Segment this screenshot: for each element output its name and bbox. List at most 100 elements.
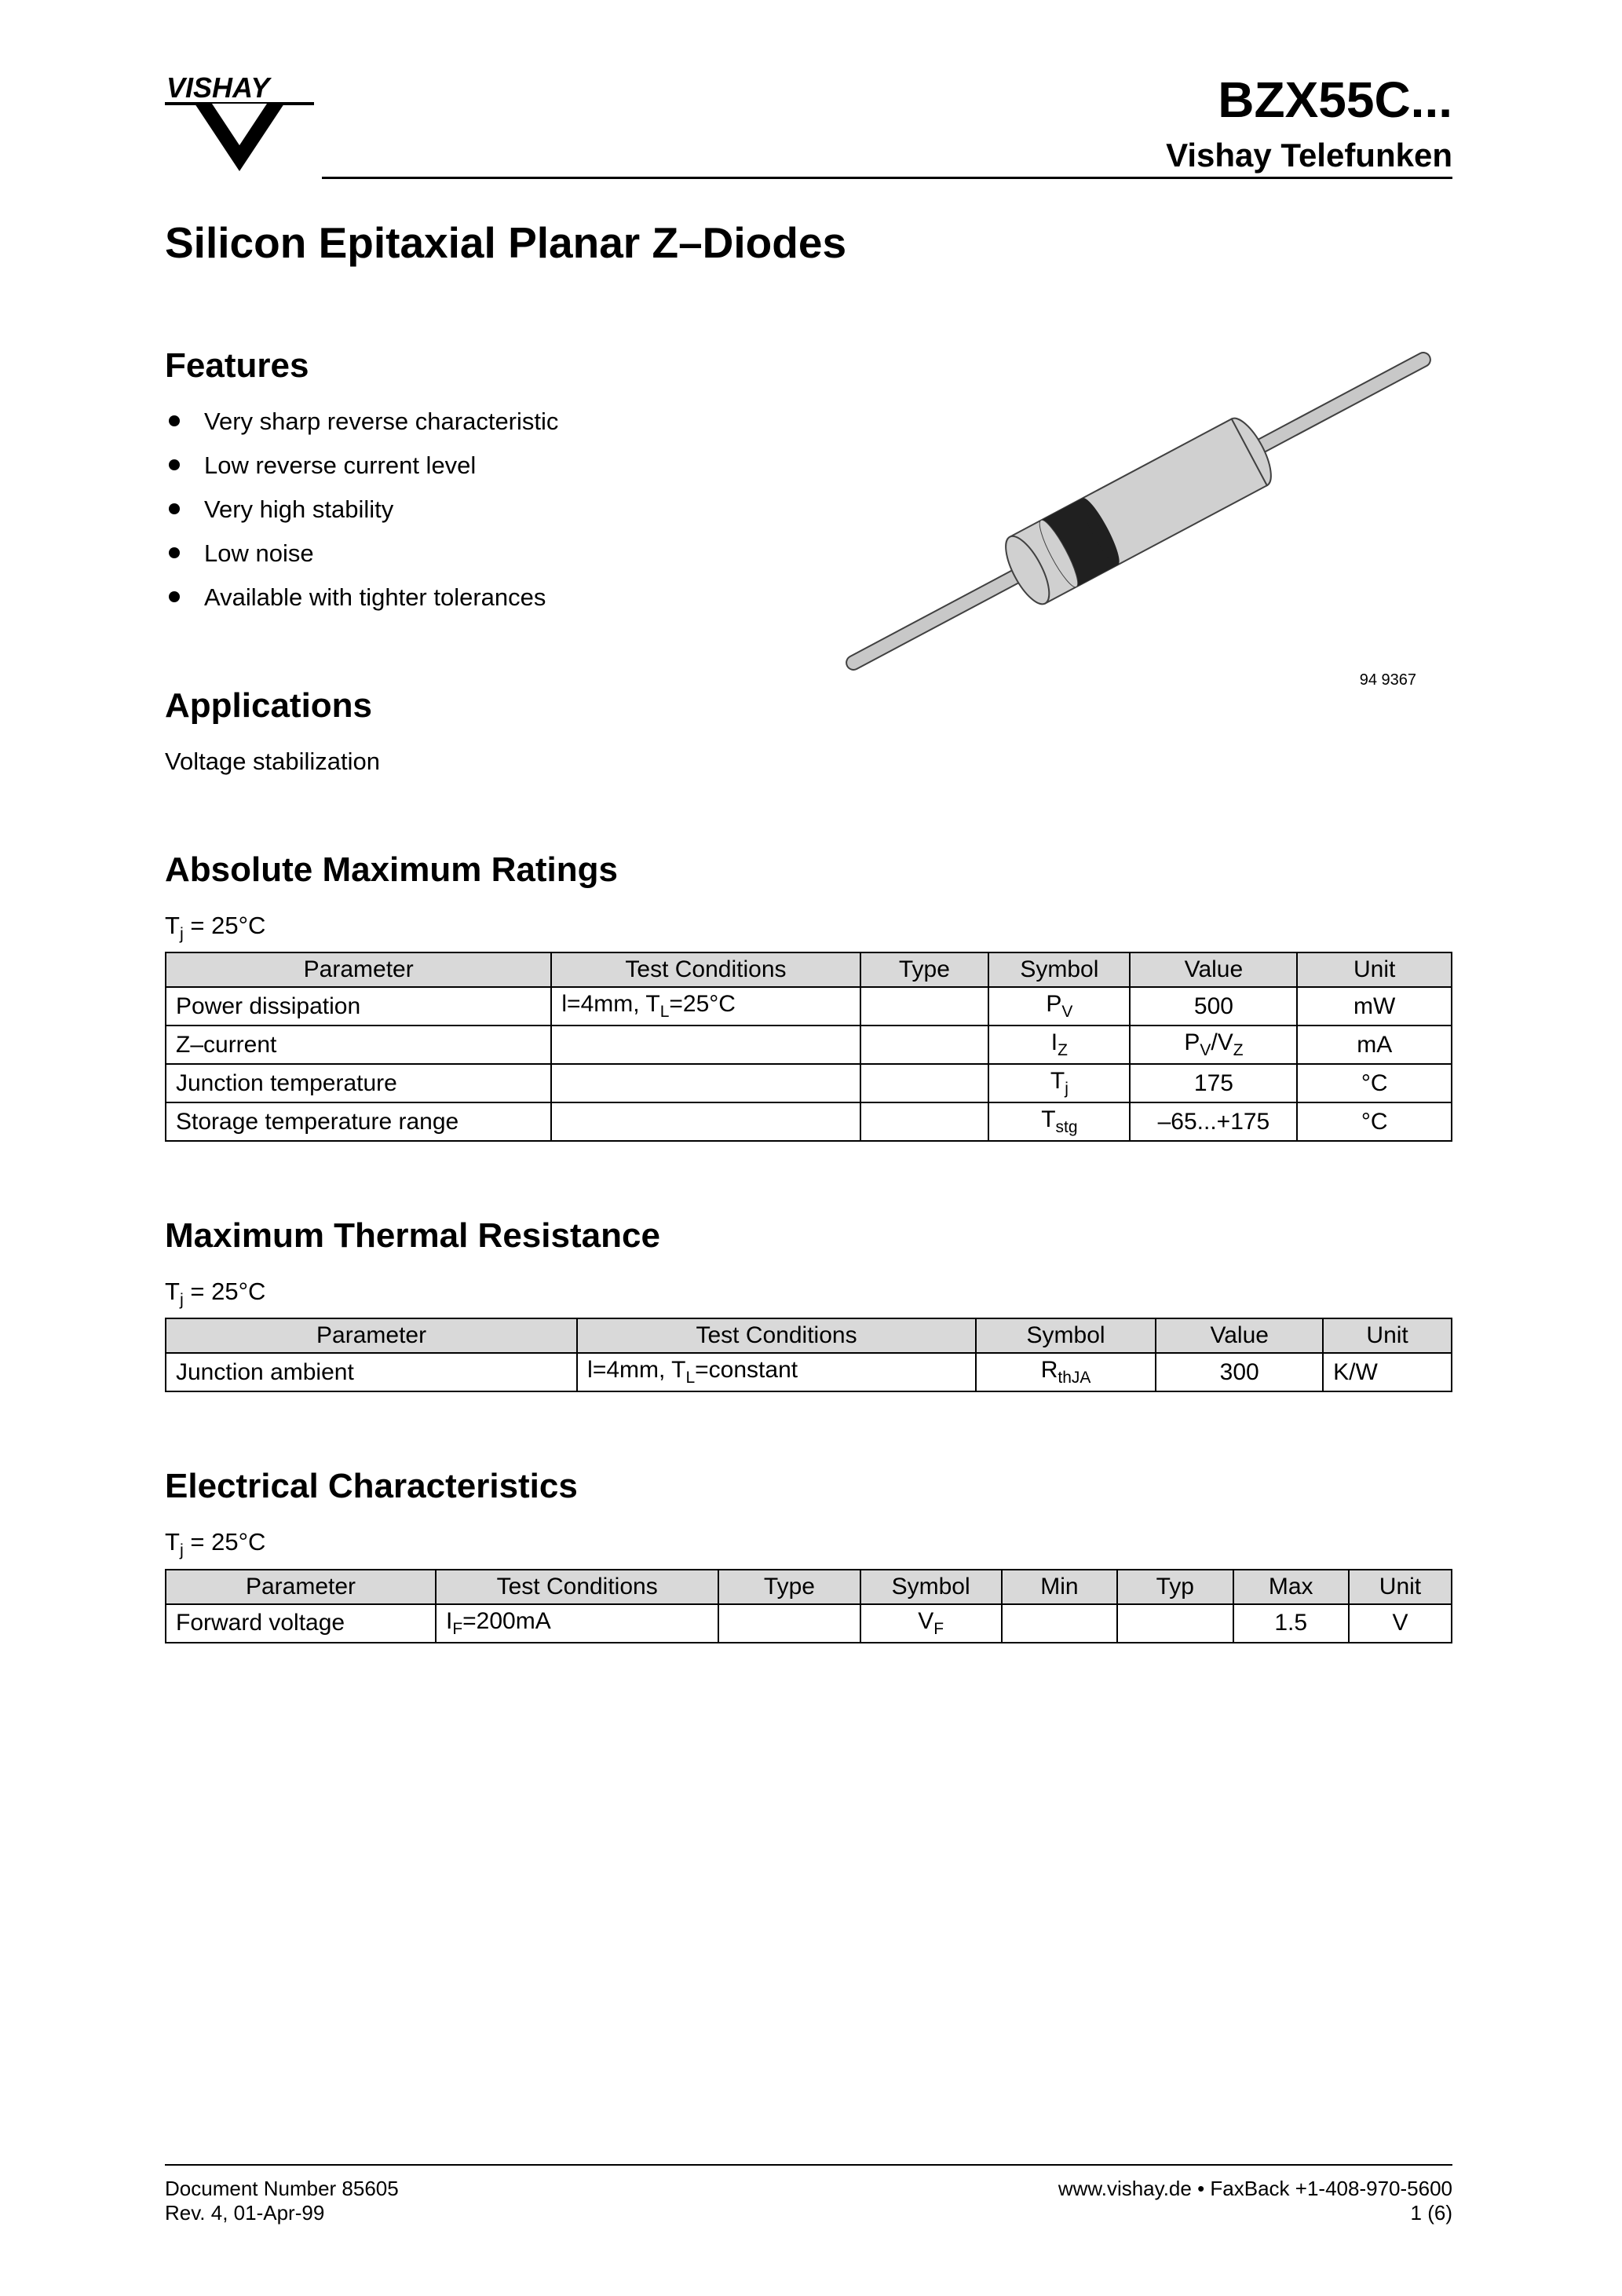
cell: [860, 1026, 989, 1064]
cell: Forward voltage: [166, 1604, 436, 1643]
col-header: Parameter: [166, 1318, 577, 1353]
doc-number: Document Number 85605: [165, 2177, 399, 2201]
page-header: VISHAY BZX55C... Vishay Telefunken: [165, 71, 1452, 174]
cell: IZ: [988, 1026, 1130, 1064]
table-header-row: Parameter Test Conditions Type Symbol Mi…: [166, 1570, 1452, 1604]
feature-item: Low reverse current level: [204, 452, 762, 480]
url-line: www.vishay.de • FaxBack +1-408-970-5600: [1058, 2177, 1452, 2201]
electrical-condition: Tj = 25°C: [165, 1528, 1452, 1560]
diode-svg: [824, 346, 1452, 676]
cell: 175: [1130, 1064, 1297, 1102]
col-header: Unit: [1323, 1318, 1452, 1353]
cell: RthJA: [976, 1353, 1156, 1391]
col-header: Unit: [1297, 952, 1452, 987]
cell: [1002, 1604, 1117, 1643]
col-header: Parameter: [166, 1570, 436, 1604]
part-number: BZX55C...: [1166, 71, 1452, 129]
feature-item: Available with tighter tolerances: [204, 583, 762, 612]
cell: °C: [1297, 1102, 1452, 1141]
table-header-row: Parameter Test Conditions Type Symbol Va…: [166, 952, 1452, 987]
cell: –65...+175: [1130, 1102, 1297, 1141]
cell: °C: [1297, 1064, 1452, 1102]
cell: VF: [860, 1604, 1002, 1643]
col-header: Type: [860, 952, 989, 987]
header-right: BZX55C... Vishay Telefunken: [1166, 71, 1452, 174]
cell: l=4mm, TL=constant: [577, 1353, 976, 1391]
cell: V: [1349, 1604, 1452, 1643]
cell: [718, 1604, 860, 1643]
applications-text: Voltage stabilization: [165, 748, 762, 776]
cell: PV/VZ: [1130, 1026, 1297, 1064]
feature-item: Very high stability: [204, 495, 762, 524]
thermal-heading: Maximum Thermal Resistance: [165, 1216, 1452, 1256]
col-header: Test Conditions: [551, 952, 860, 987]
col-header: Symbol: [988, 952, 1130, 987]
table-row: Junction ambient l=4mm, TL=constant RthJ…: [166, 1353, 1452, 1391]
table-header-row: Parameter Test Conditions Symbol Value U…: [166, 1318, 1452, 1353]
table-row: Forward voltage IF=200mA VF 1.5 V: [166, 1604, 1452, 1643]
cell: [860, 1064, 989, 1102]
electrical-heading: Electrical Characteristics: [165, 1467, 1452, 1506]
features-list: Very sharp reverse characteristic Low re…: [165, 408, 762, 612]
thermal-condition: Tj = 25°C: [165, 1278, 1452, 1310]
cell: [551, 1026, 860, 1064]
page-title: Silicon Epitaxial Planar Z–Diodes: [165, 218, 1452, 268]
cell: K/W: [1323, 1353, 1452, 1391]
cell: [551, 1064, 860, 1102]
cell: Junction temperature: [166, 1064, 551, 1102]
col-header: Parameter: [166, 952, 551, 987]
col-header: Symbol: [976, 1318, 1156, 1353]
cell: Tstg: [988, 1102, 1130, 1141]
features-heading: Features: [165, 346, 762, 386]
col-header: Typ: [1117, 1570, 1233, 1604]
revision: Rev. 4, 01-Apr-99: [165, 2201, 399, 2225]
abs-max-heading: Absolute Maximum Ratings: [165, 850, 1452, 890]
table-row: Storage temperature range Tstg –65...+17…: [166, 1102, 1452, 1141]
vishay-logo: VISHAY: [165, 71, 314, 173]
applications-heading: Applications: [165, 686, 762, 726]
cell: Tj: [988, 1064, 1130, 1102]
cell: [1117, 1604, 1233, 1643]
header-subtitle: Vishay Telefunken: [1166, 137, 1452, 174]
page-footer: Document Number 85605 Rev. 4, 01-Apr-99 …: [165, 2164, 1452, 2225]
abs-max-table: Parameter Test Conditions Type Symbol Va…: [165, 952, 1452, 1142]
logo-text: VISHAY: [166, 71, 272, 104]
page-number: 1 (6): [1058, 2201, 1452, 2225]
vishay-logo-svg: VISHAY: [165, 71, 314, 173]
footer-left: Document Number 85605 Rev. 4, 01-Apr-99: [165, 2177, 399, 2225]
electrical-table: Parameter Test Conditions Type Symbol Mi…: [165, 1569, 1452, 1643]
cell: Storage temperature range: [166, 1102, 551, 1141]
feature-item: Very sharp reverse characteristic: [204, 408, 762, 436]
cell: 500: [1130, 987, 1297, 1026]
col-header: Unit: [1349, 1570, 1452, 1604]
col-header: Symbol: [860, 1570, 1002, 1604]
col-header: Value: [1130, 952, 1297, 987]
cell: [551, 1102, 860, 1141]
diode-illustration: 94 9367: [824, 346, 1452, 676]
table-row: Power dissipation l=4mm, TL=25°C PV 500 …: [166, 987, 1452, 1026]
cell: [860, 1102, 989, 1141]
col-header: Min: [1002, 1570, 1117, 1604]
cell: Z–current: [166, 1026, 551, 1064]
cell: mW: [1297, 987, 1452, 1026]
cell: Power dissipation: [166, 987, 551, 1026]
col-header: Test Conditions: [436, 1570, 718, 1604]
footer-right: www.vishay.de • FaxBack +1-408-970-5600 …: [1058, 2177, 1452, 2225]
cell: [860, 987, 989, 1026]
col-header: Type: [718, 1570, 860, 1604]
feature-item: Low noise: [204, 539, 762, 568]
table-row: Junction temperature Tj 175 °C: [166, 1064, 1452, 1102]
col-header: Test Conditions: [577, 1318, 976, 1353]
abs-max-condition: Tj = 25°C: [165, 912, 1452, 944]
header-rule: [322, 177, 1452, 179]
col-header: Value: [1156, 1318, 1323, 1353]
table-row: Z–current IZ PV/VZ mA: [166, 1026, 1452, 1064]
cell: 300: [1156, 1353, 1323, 1391]
cell: Junction ambient: [166, 1353, 577, 1391]
cell: PV: [988, 987, 1130, 1026]
cell: mA: [1297, 1026, 1452, 1064]
cell: IF=200mA: [436, 1604, 718, 1643]
cell: l=4mm, TL=25°C: [551, 987, 860, 1026]
col-header: Max: [1233, 1570, 1349, 1604]
cell: 1.5: [1233, 1604, 1349, 1643]
